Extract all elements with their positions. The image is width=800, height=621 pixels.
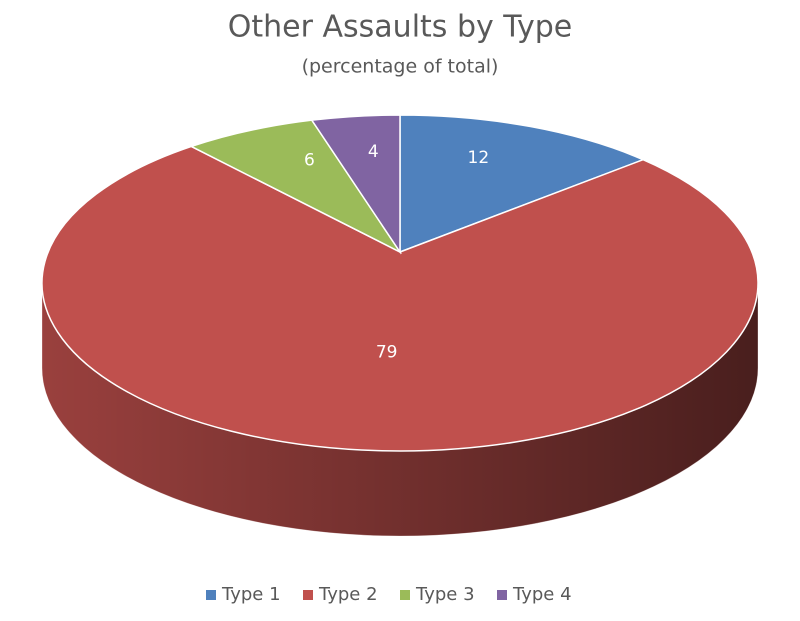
pie-slice xyxy=(41,145,759,452)
legend-swatch xyxy=(206,590,216,600)
legend-label: Type 2 xyxy=(318,584,378,605)
data-label: 79 xyxy=(376,343,398,363)
data-label: 6 xyxy=(304,151,315,171)
legend-label: Type 4 xyxy=(512,584,572,605)
legend-label: Type 1 xyxy=(221,584,281,605)
pie-slice xyxy=(189,119,403,254)
pie-slice xyxy=(399,114,646,254)
data-label: 4 xyxy=(368,142,379,162)
legend-swatch xyxy=(400,590,410,600)
chart-subtitle: (percentage of total) xyxy=(302,56,499,78)
legend-label: Type 3 xyxy=(415,584,475,605)
legend-swatch xyxy=(497,590,507,600)
data-label: 12 xyxy=(468,148,490,168)
legend-swatch xyxy=(303,590,313,600)
pie-slice xyxy=(310,114,401,255)
chart-title: Other Assaults by Type xyxy=(228,10,572,45)
